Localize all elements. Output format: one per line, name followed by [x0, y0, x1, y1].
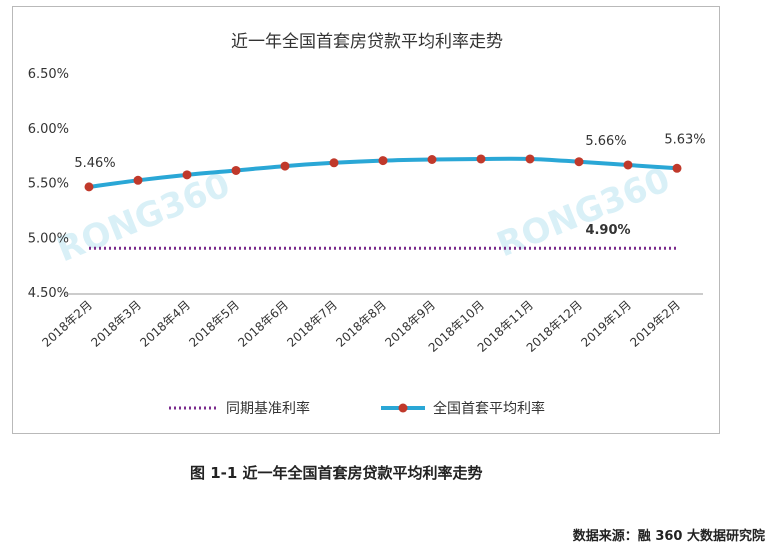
y-tick-label: 5.00%: [28, 231, 69, 246]
x-tick-label: 2019年1月: [578, 298, 634, 350]
legend-marker: [398, 403, 408, 413]
data-point: [280, 161, 290, 171]
data-point: [525, 154, 535, 164]
figure-caption: 图 1-1 近一年全国首套房贷款平均利率走势: [190, 464, 483, 482]
chart-title: 近一年全国首套房贷款平均利率走势: [231, 32, 503, 52]
series-layer: [84, 154, 682, 250]
y-tick-label: 6.50%: [28, 67, 69, 82]
legend-label: 同期基准利率: [226, 400, 310, 417]
data-label-layer: 5.46% 5.66% 5.63% 4.90%: [74, 132, 705, 238]
data-point: [476, 154, 486, 164]
x-axis: 2018年2月2018年3月2018年4月2018年5月2018年6月2018年…: [39, 293, 703, 355]
data-point: [672, 163, 682, 173]
x-tick-label: 2018年2月: [39, 298, 95, 350]
data-point: [182, 170, 192, 180]
legend: 同期基准利率 全国首套平均利率: [169, 400, 545, 417]
x-tick-label: 2019年2月: [627, 298, 683, 350]
data-point: [427, 155, 437, 165]
x-tick-label: 2018年7月: [284, 298, 340, 350]
y-tick-label: 4.50%: [28, 286, 69, 301]
line-chart: 近一年全国首套房贷款平均利率走势 RONG360 RONG360 4.50% 5.0…: [28, 32, 706, 417]
data-point: [378, 156, 388, 166]
data-label: 5.66%: [585, 134, 626, 149]
x-tick-label: 2018年3月: [88, 298, 144, 350]
x-tick-label: 2018年5月: [186, 298, 242, 350]
data-point: [574, 157, 584, 167]
data-source: 数据来源：融 360 大数据研究院: [572, 529, 765, 544]
y-tick-label: 5.50%: [28, 177, 69, 192]
data-label: 4.90%: [585, 223, 630, 238]
x-tick-label: 2018年4月: [137, 298, 193, 350]
y-tick-label: 6.00%: [28, 122, 69, 137]
x-tick-label: 2018年6月: [235, 298, 291, 350]
data-point: [231, 165, 241, 175]
y-axis: 4.50% 5.00% 5.50% 6.00% 6.50%: [28, 67, 69, 301]
data-label: 5.63%: [664, 132, 705, 147]
data-point: [84, 182, 94, 192]
data-point: [623, 160, 633, 170]
data-label: 5.46%: [74, 156, 115, 171]
watermark-group: RONG360 RONG360: [51, 160, 675, 270]
data-point: [133, 175, 143, 185]
chart-frame: 近一年全国首套房贷款平均利率走势 RONG360 RONG360 4.50% 5.0…: [12, 6, 720, 434]
x-tick-label: 2018年8月: [333, 298, 389, 350]
data-point: [329, 158, 339, 168]
legend-label: 全国首套平均利率: [433, 400, 545, 417]
